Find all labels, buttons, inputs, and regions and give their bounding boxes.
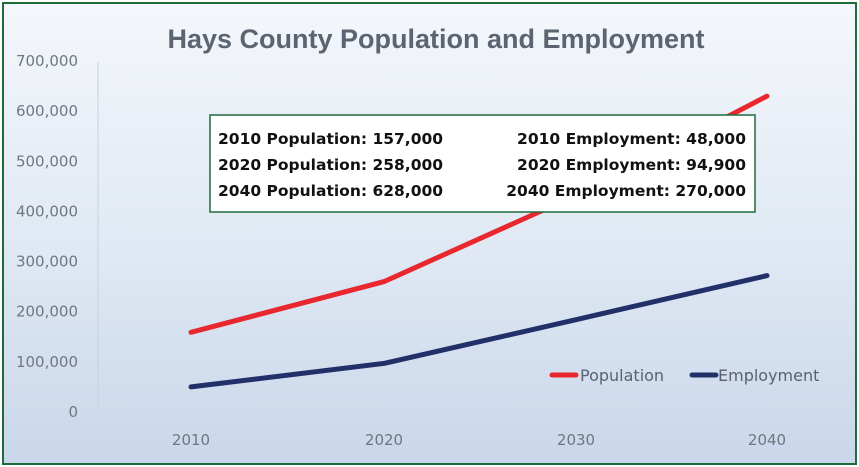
- annotation-population-text: 2040 Population: 628,000: [218, 182, 443, 200]
- chart-title: Hays County Population and Employment: [167, 24, 704, 54]
- y-axis-ticks: 0 100,000 200,000 300,000 400,000 500,000 600,…: [16, 52, 78, 421]
- x-tick-label: 2030: [557, 431, 595, 449]
- x-tick-label: 2020: [365, 431, 403, 449]
- annotation-population-text: 2020 Population: 258,000: [218, 156, 443, 174]
- annotation-employment-text: 2040 Employment: 270,000: [506, 182, 746, 200]
- y-tick-label: 0: [68, 403, 78, 421]
- x-tick-label: 2040: [748, 431, 786, 449]
- annotation-box-border: [209, 114, 756, 213]
- y-tick-label: 200,000: [16, 303, 78, 321]
- y-tick-label: 400,000: [16, 202, 78, 220]
- data-annotation-box: 2010 Population: 157,000 2010 Employment:…: [209, 114, 756, 213]
- x-tick-label: 2010: [172, 431, 210, 449]
- legend: Population Employment: [549, 366, 819, 385]
- y-tick-label: 500,000: [16, 152, 78, 170]
- legend-label-population: Population: [580, 366, 664, 385]
- y-tick-label: 700,000: [16, 52, 78, 70]
- series-line-employment: [188, 273, 770, 390]
- y-tick-label: 300,000: [16, 253, 78, 271]
- y-tick-label: 100,000: [16, 353, 78, 371]
- annotation-employment-text: 2020 Employment: 94,900: [517, 156, 746, 174]
- legend-label-employment: Employment: [718, 366, 819, 385]
- y-tick-label: 600,000: [16, 102, 78, 120]
- annotation-population-text: 2010 Population: 157,000: [218, 130, 443, 148]
- line-chart: Hays County Population and Employment 0 1…: [16, 24, 819, 449]
- annotation-employment-text: 2010 Employment: 48,000: [517, 130, 746, 148]
- x-axis-ticks: 2010 2020 2030 2040: [172, 431, 786, 449]
